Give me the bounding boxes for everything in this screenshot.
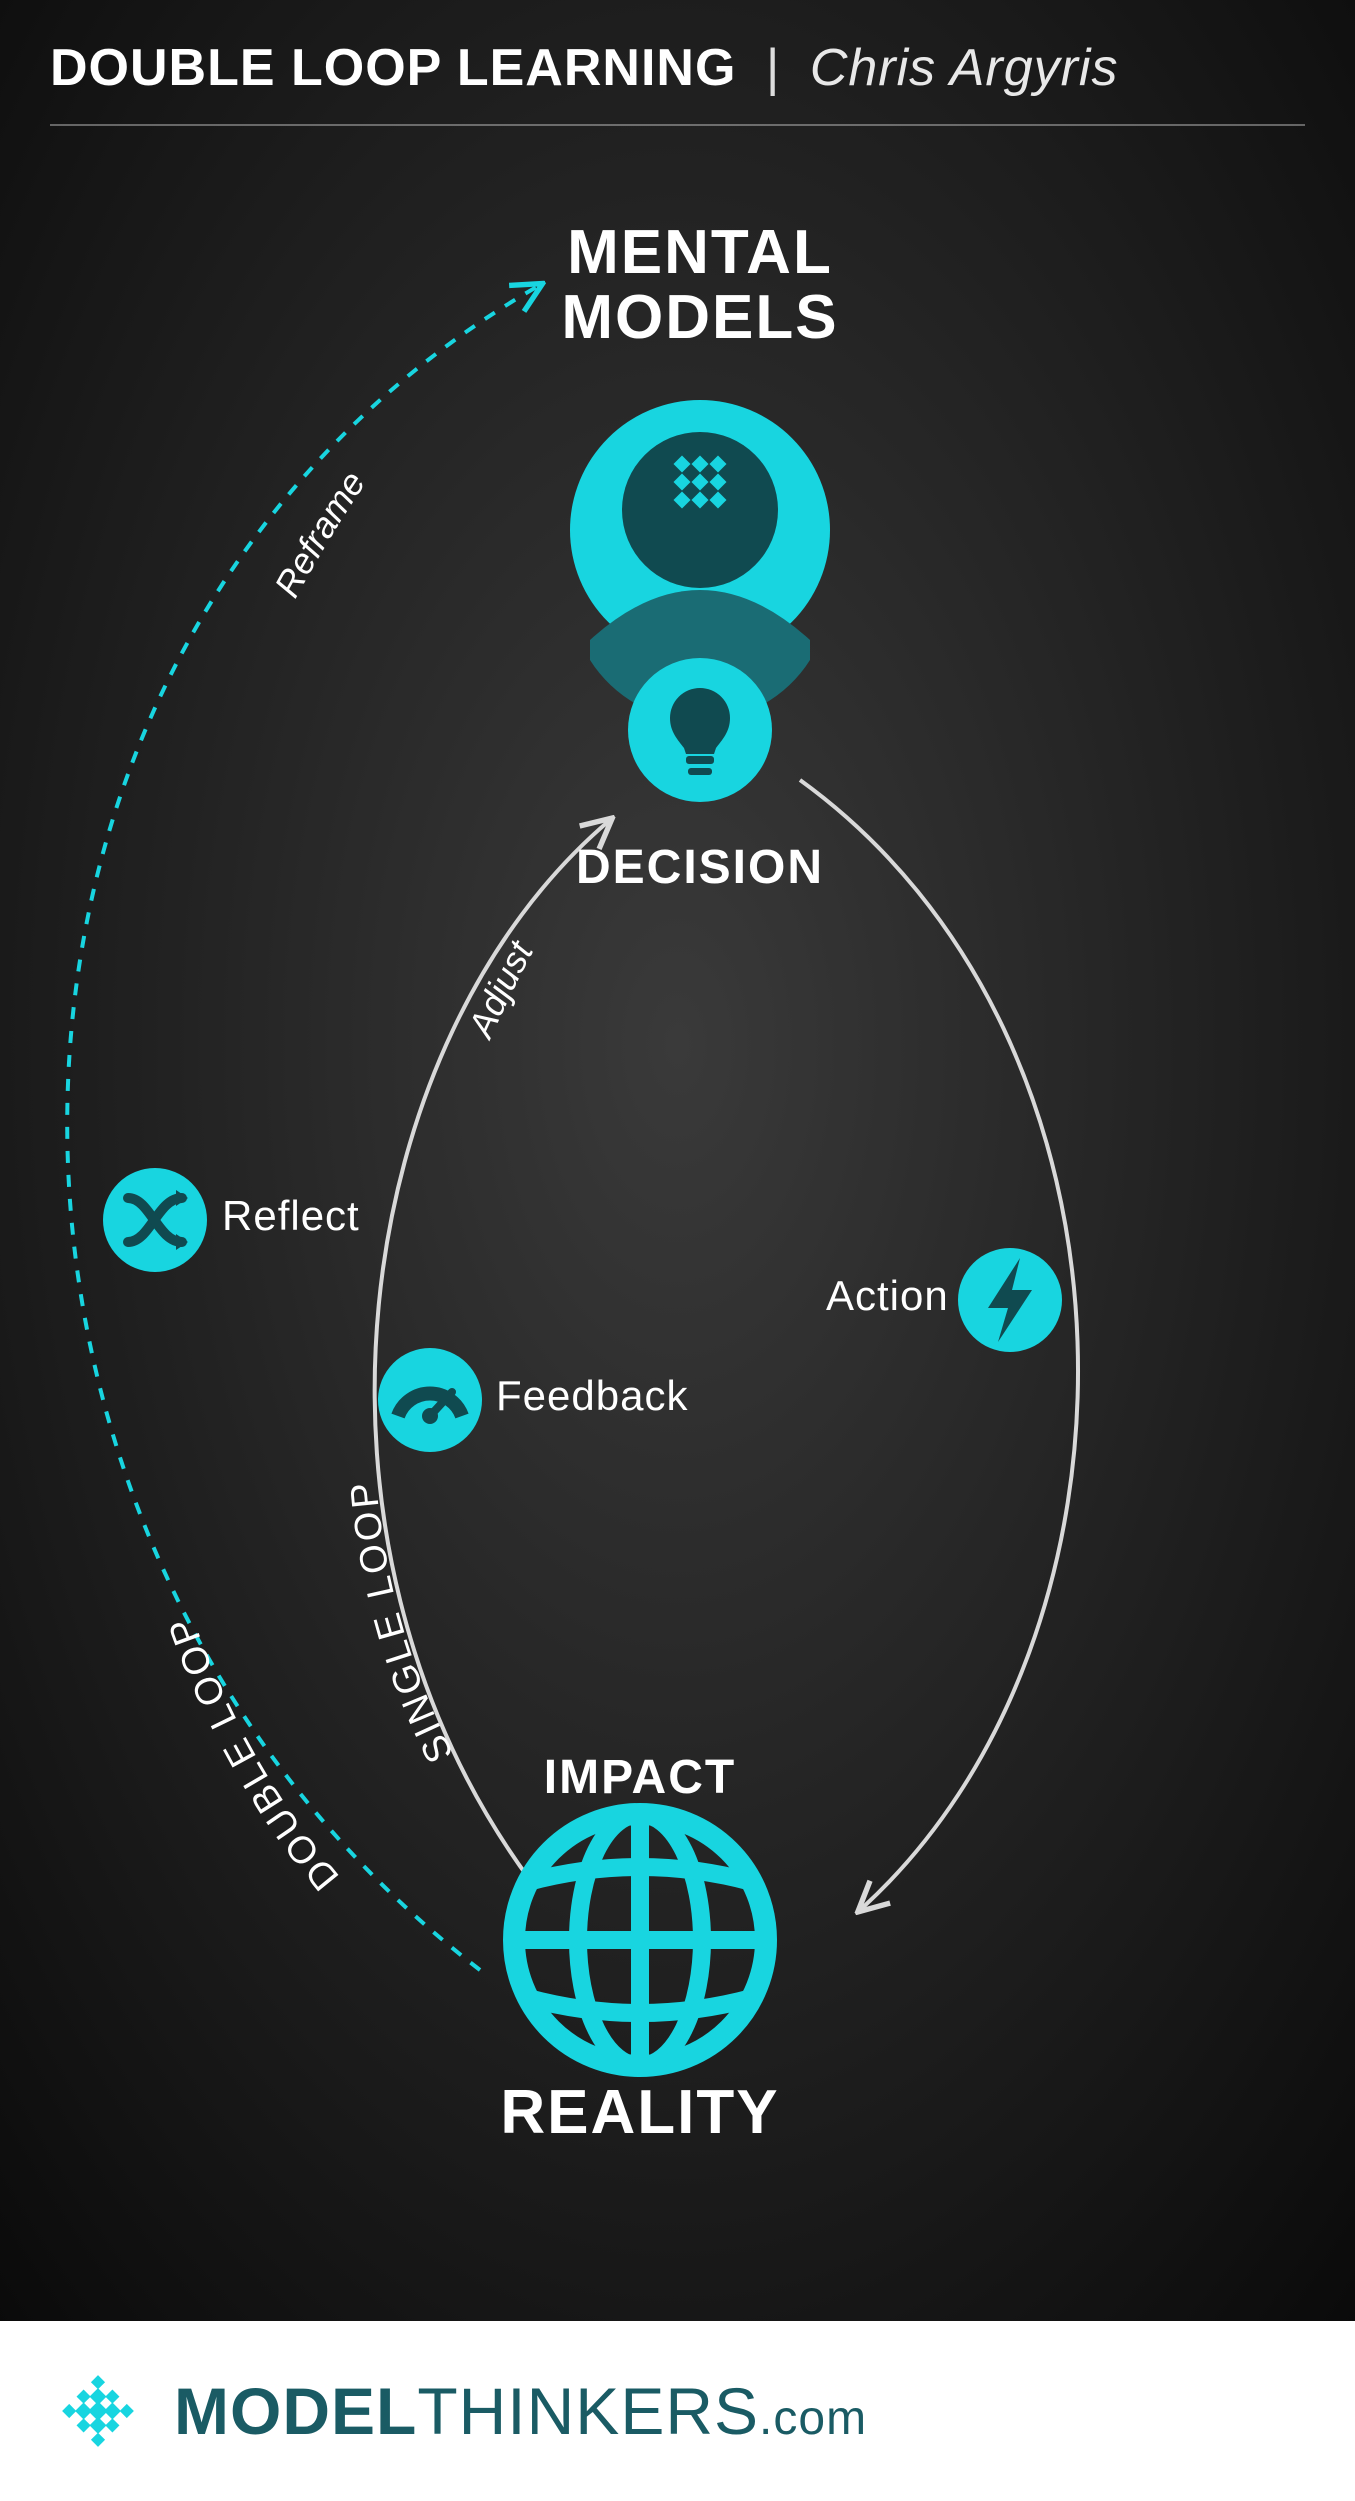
action_arc-arc [800,780,1078,1910]
feedback-label: Feedback [496,1372,688,1420]
brand-text: MODELTHINKERS.com [174,2373,867,2449]
bolt-icon [958,1248,1062,1352]
impact-label: IMPACT [490,1750,790,1805]
shuffle-icon [103,1168,207,1272]
page-title: DOUBLE LOOP LEARNING | Chris Argyris [50,38,1305,98]
header-divider [50,124,1305,126]
action-label: Action [826,1272,949,1320]
lightbulb-icon [628,658,772,802]
diagram: SINGLE LOOP DOUBLE LOOP Adjust Reframe [0,140,1355,2300]
header: DOUBLE LOOP LEARNING | Chris Argyris [0,0,1355,156]
title-text: DOUBLE LOOP LEARNING [50,39,736,97]
mental-models-label: MENTAL MODELS [520,220,880,350]
gauge-icon [378,1348,482,1452]
brand-diamond-icon [50,2363,146,2459]
adjust-label: Adjust [459,933,542,1045]
single-loop-label: SINGLE LOOP [343,1478,462,1769]
reflect-label: Reflect [222,1192,360,1240]
decision-label: DECISION [540,840,860,895]
reality-label: REALITY [460,2080,820,2145]
title-author: Chris Argyris [810,39,1119,97]
double-loop-label: DOUBLE LOOP [160,1609,347,1898]
footer: MODELTHINKERS.com [0,2321,1355,2501]
title-separator: | [766,39,781,97]
globe-icon [514,1814,766,2066]
reframe-label: Reframe [266,463,373,603]
